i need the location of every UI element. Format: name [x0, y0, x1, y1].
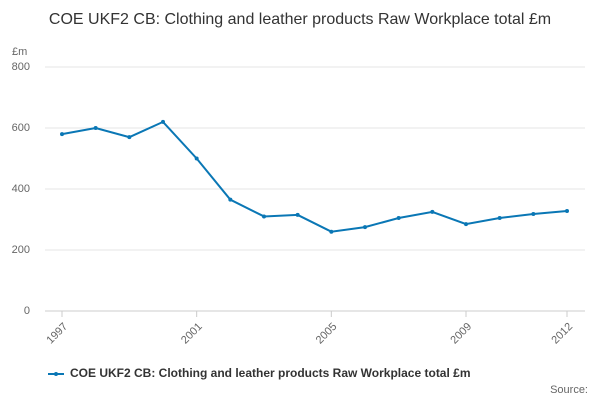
y-tick-label: 200 [12, 244, 30, 256]
point [127, 135, 132, 140]
y-tick-label: 0 [24, 305, 30, 317]
point [295, 212, 300, 217]
source: Source: [550, 384, 588, 396]
point [161, 119, 165, 124]
point [565, 208, 569, 213]
y-tick-label: 800 [12, 61, 30, 73]
point [194, 156, 199, 161]
line [61, 120, 568, 233]
x-tick-label: 1997 [44, 321, 70, 347]
x-tick-label: 2005 [314, 321, 340, 347]
x-tick-label: 2009 [448, 321, 474, 347]
point [363, 225, 367, 230]
point [396, 215, 401, 220]
x-tick-label: 2012 [549, 321, 575, 347]
point [531, 212, 536, 217]
y-tick-label: 600 [12, 122, 30, 134]
point [228, 197, 233, 202]
point [497, 215, 502, 220]
legend-marker [54, 372, 58, 376]
x-tick-label: 2001 [179, 321, 205, 347]
point [430, 209, 435, 214]
y-axis-label: £m [12, 46, 27, 58]
legend-label: COE UKF2 CB: Clothing and leather produc… [70, 366, 471, 380]
y-tick-label: 400 [12, 183, 30, 195]
point [60, 132, 64, 137]
point [93, 126, 98, 130]
point [262, 214, 266, 219]
point [464, 222, 468, 227]
chart-title: COE UKF2 CB: Clothing and leather produc… [49, 11, 551, 28]
point [329, 229, 334, 234]
